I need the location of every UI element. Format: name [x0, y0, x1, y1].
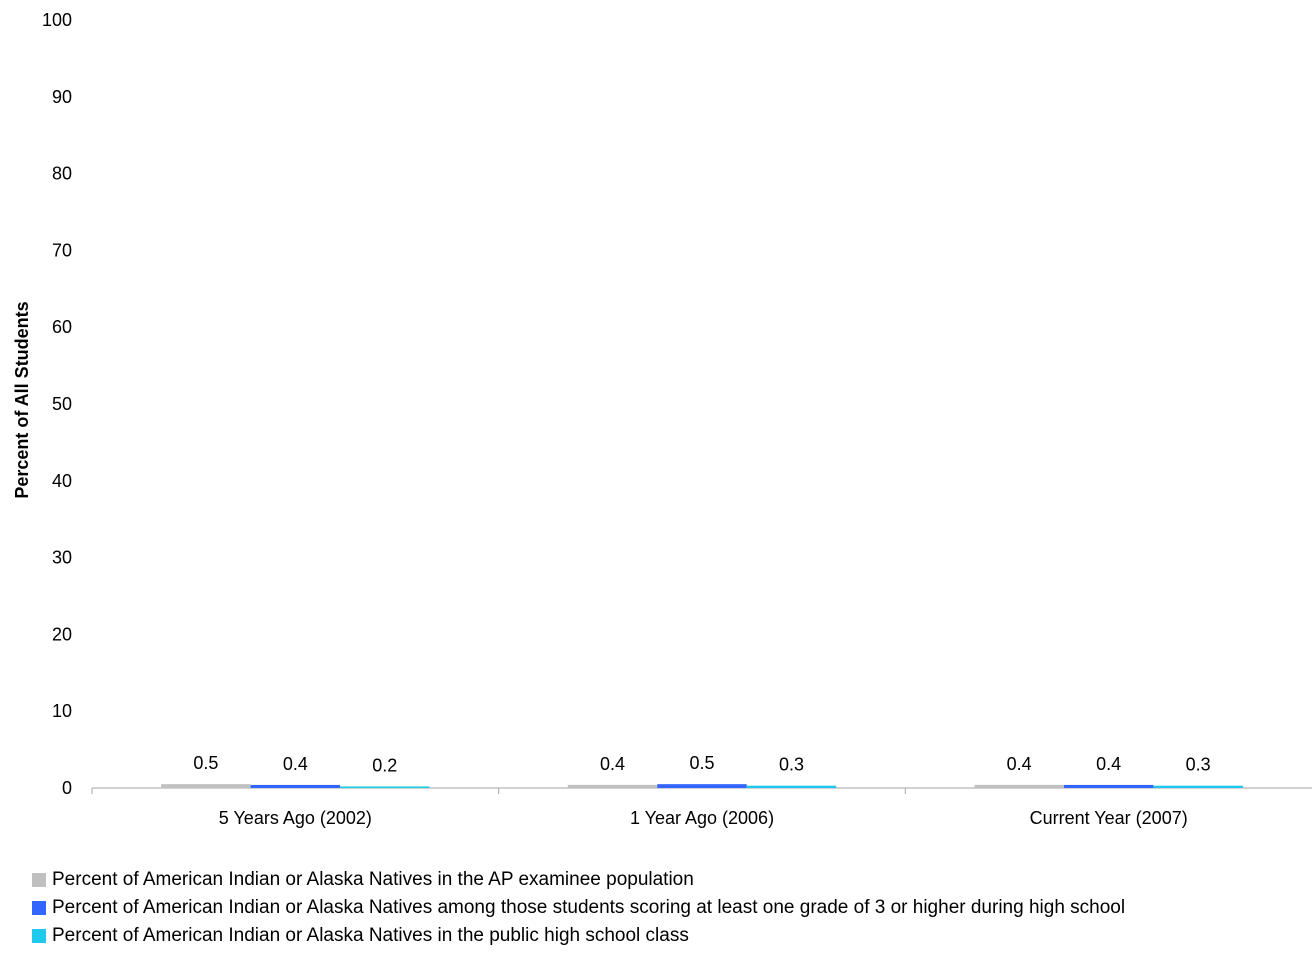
legend-swatch-blue — [32, 901, 46, 915]
y-tick-label: 100 — [42, 10, 72, 30]
bar-series-3-cat-2 — [746, 785, 837, 788]
x-tick-label: Current Year (2007) — [1030, 808, 1188, 828]
legend-swatch-cyan — [32, 929, 46, 943]
chart-legend: Percent of American Indian or Alaska Nat… — [32, 866, 1125, 950]
x-tick-label: 1 Year Ago (2006) — [630, 808, 774, 828]
y-tick-label: 20 — [52, 624, 72, 644]
y-axis-title: Percent of All Students — [12, 301, 32, 498]
data-label: 0.5 — [689, 753, 714, 773]
y-tick-label: 10 — [52, 701, 72, 721]
x-axis-labels: 5 Years Ago (2002) 1 Year Ago (2006) Curre… — [219, 808, 1188, 828]
legend-label: Percent of American Indian or Alaska Nat… — [52, 897, 1126, 918]
legend-item-public-hs-class: Percent of American Indian or Alaska Nat… — [32, 922, 1125, 950]
data-label: 0.3 — [1186, 755, 1211, 775]
data-label: 0.4 — [1007, 754, 1032, 774]
y-tick-label: 80 — [52, 164, 72, 184]
bar-series-2-cat-1 — [250, 784, 341, 788]
bar-series-1-cat-2 — [567, 784, 658, 788]
legend-label: Percent of American Indian or Alaska Nat… — [52, 925, 689, 946]
y-tick-label: 0 — [62, 778, 72, 798]
legend-swatch-gray — [32, 873, 46, 887]
data-label: 0.5 — [193, 753, 218, 773]
bar-series-group — [161, 784, 1243, 788]
bar-series-3-cat-1 — [340, 786, 430, 788]
bar-series-1-cat-1 — [161, 784, 251, 788]
bar-series-3-cat-3 — [1153, 785, 1243, 788]
y-axis-ticks: 0 10 20 30 40 50 60 70 80 90 100 — [42, 10, 72, 798]
data-label: 0.4 — [283, 754, 308, 774]
data-label: 0.2 — [372, 755, 397, 775]
y-tick-label: 30 — [52, 548, 72, 568]
y-tick-label: 90 — [52, 87, 72, 107]
data-label: 0.3 — [779, 755, 804, 775]
data-labels-group: 0.5 0.4 0.2 0.4 0.5 0.3 0.4 0.4 0.3 — [193, 753, 1210, 775]
y-tick-label: 40 — [52, 471, 72, 491]
legend-item-ap-examinee: Percent of American Indian or Alaska Nat… — [32, 866, 1125, 894]
y-tick-label: 70 — [52, 240, 72, 260]
y-tick-label: 50 — [52, 394, 72, 414]
bar-series-2-cat-3 — [1063, 784, 1154, 788]
bar-series-1-cat-3 — [974, 784, 1064, 788]
data-label: 0.4 — [600, 754, 625, 774]
bar-series-2-cat-2 — [657, 784, 747, 788]
x-tick-label: 5 Years Ago (2002) — [219, 808, 372, 828]
x-axis-ticks — [91, 788, 906, 794]
legend-label: Percent of American Indian or Alaska Nat… — [52, 869, 694, 890]
y-tick-label: 60 — [52, 317, 72, 337]
bar-chart: Percent of All Students 0 10 20 30 40 50 60 70 8… — [12, 10, 1312, 828]
data-label: 0.4 — [1096, 754, 1121, 774]
legend-item-scoring-3-plus: Percent of American Indian or Alaska Nat… — [32, 894, 1125, 922]
